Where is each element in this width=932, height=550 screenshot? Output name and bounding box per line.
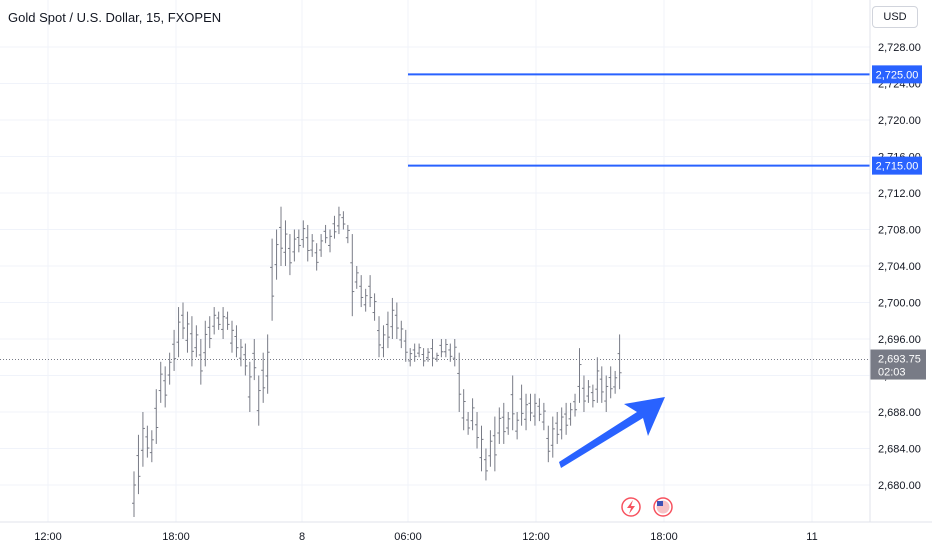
y-tick-label: 2,720.00 <box>878 115 921 127</box>
chart-grid <box>0 0 870 522</box>
y-tick-label: 2,704.00 <box>878 261 921 273</box>
y-tick-label: 2,700.00 <box>878 298 921 310</box>
x-tick-label: 12:00 <box>34 531 62 543</box>
trend-arrow <box>559 397 665 468</box>
arrow-shape <box>559 397 665 468</box>
y-tick-label: 2,696.00 <box>878 334 921 346</box>
y-tick-label: 2,688.00 <box>878 407 921 419</box>
y-tick-label: 2,728.00 <box>878 42 921 54</box>
x-tick-label: 12:00 <box>522 531 550 543</box>
last-price-tag <box>870 349 926 380</box>
us-flag-canton <box>657 501 663 506</box>
y-tick-label: 2,680.00 <box>878 480 921 492</box>
y-tick-label: 2,712.00 <box>878 188 921 200</box>
horizontal-line-price-label: 2,725.00 <box>876 69 919 81</box>
ohlc-bars <box>132 206 622 517</box>
y-tick-label: 2,708.00 <box>878 225 921 237</box>
y-axis-ticks: 2,680.002,684.002,688.002,692.002,696.00… <box>878 42 921 492</box>
x-tick-label: 8 <box>299 531 305 543</box>
x-tick-label: 18:00 <box>650 531 678 543</box>
last-price-label: 2,693.75 <box>878 354 921 366</box>
currency-selector[interactable]: USD <box>872 6 918 28</box>
last-price-countdown: 02:03 <box>878 367 906 379</box>
x-tick-label: 18:00 <box>162 531 190 543</box>
horizontal-line-price-label: 2,715.00 <box>876 161 919 173</box>
horizontal-line-price-tag <box>872 65 922 84</box>
lightning-icon <box>627 500 635 514</box>
x-tick-label: 11 <box>806 531 817 543</box>
horizontal-line-price-tag <box>872 156 922 175</box>
y-tick-label: 2,684.00 <box>878 444 921 456</box>
horizontal-lines: 2,725.00 2,715.00 <box>408 65 922 175</box>
x-axis-ticks: 12:00 18:00 8 06:00 12:00 18:00 11 <box>34 531 817 543</box>
x-tick-label: 06:00 <box>394 531 422 543</box>
event-markers <box>621 497 673 517</box>
symbol-title: Gold Spot / U.S. Dollar, 15, FXOPEN <box>8 10 222 25</box>
